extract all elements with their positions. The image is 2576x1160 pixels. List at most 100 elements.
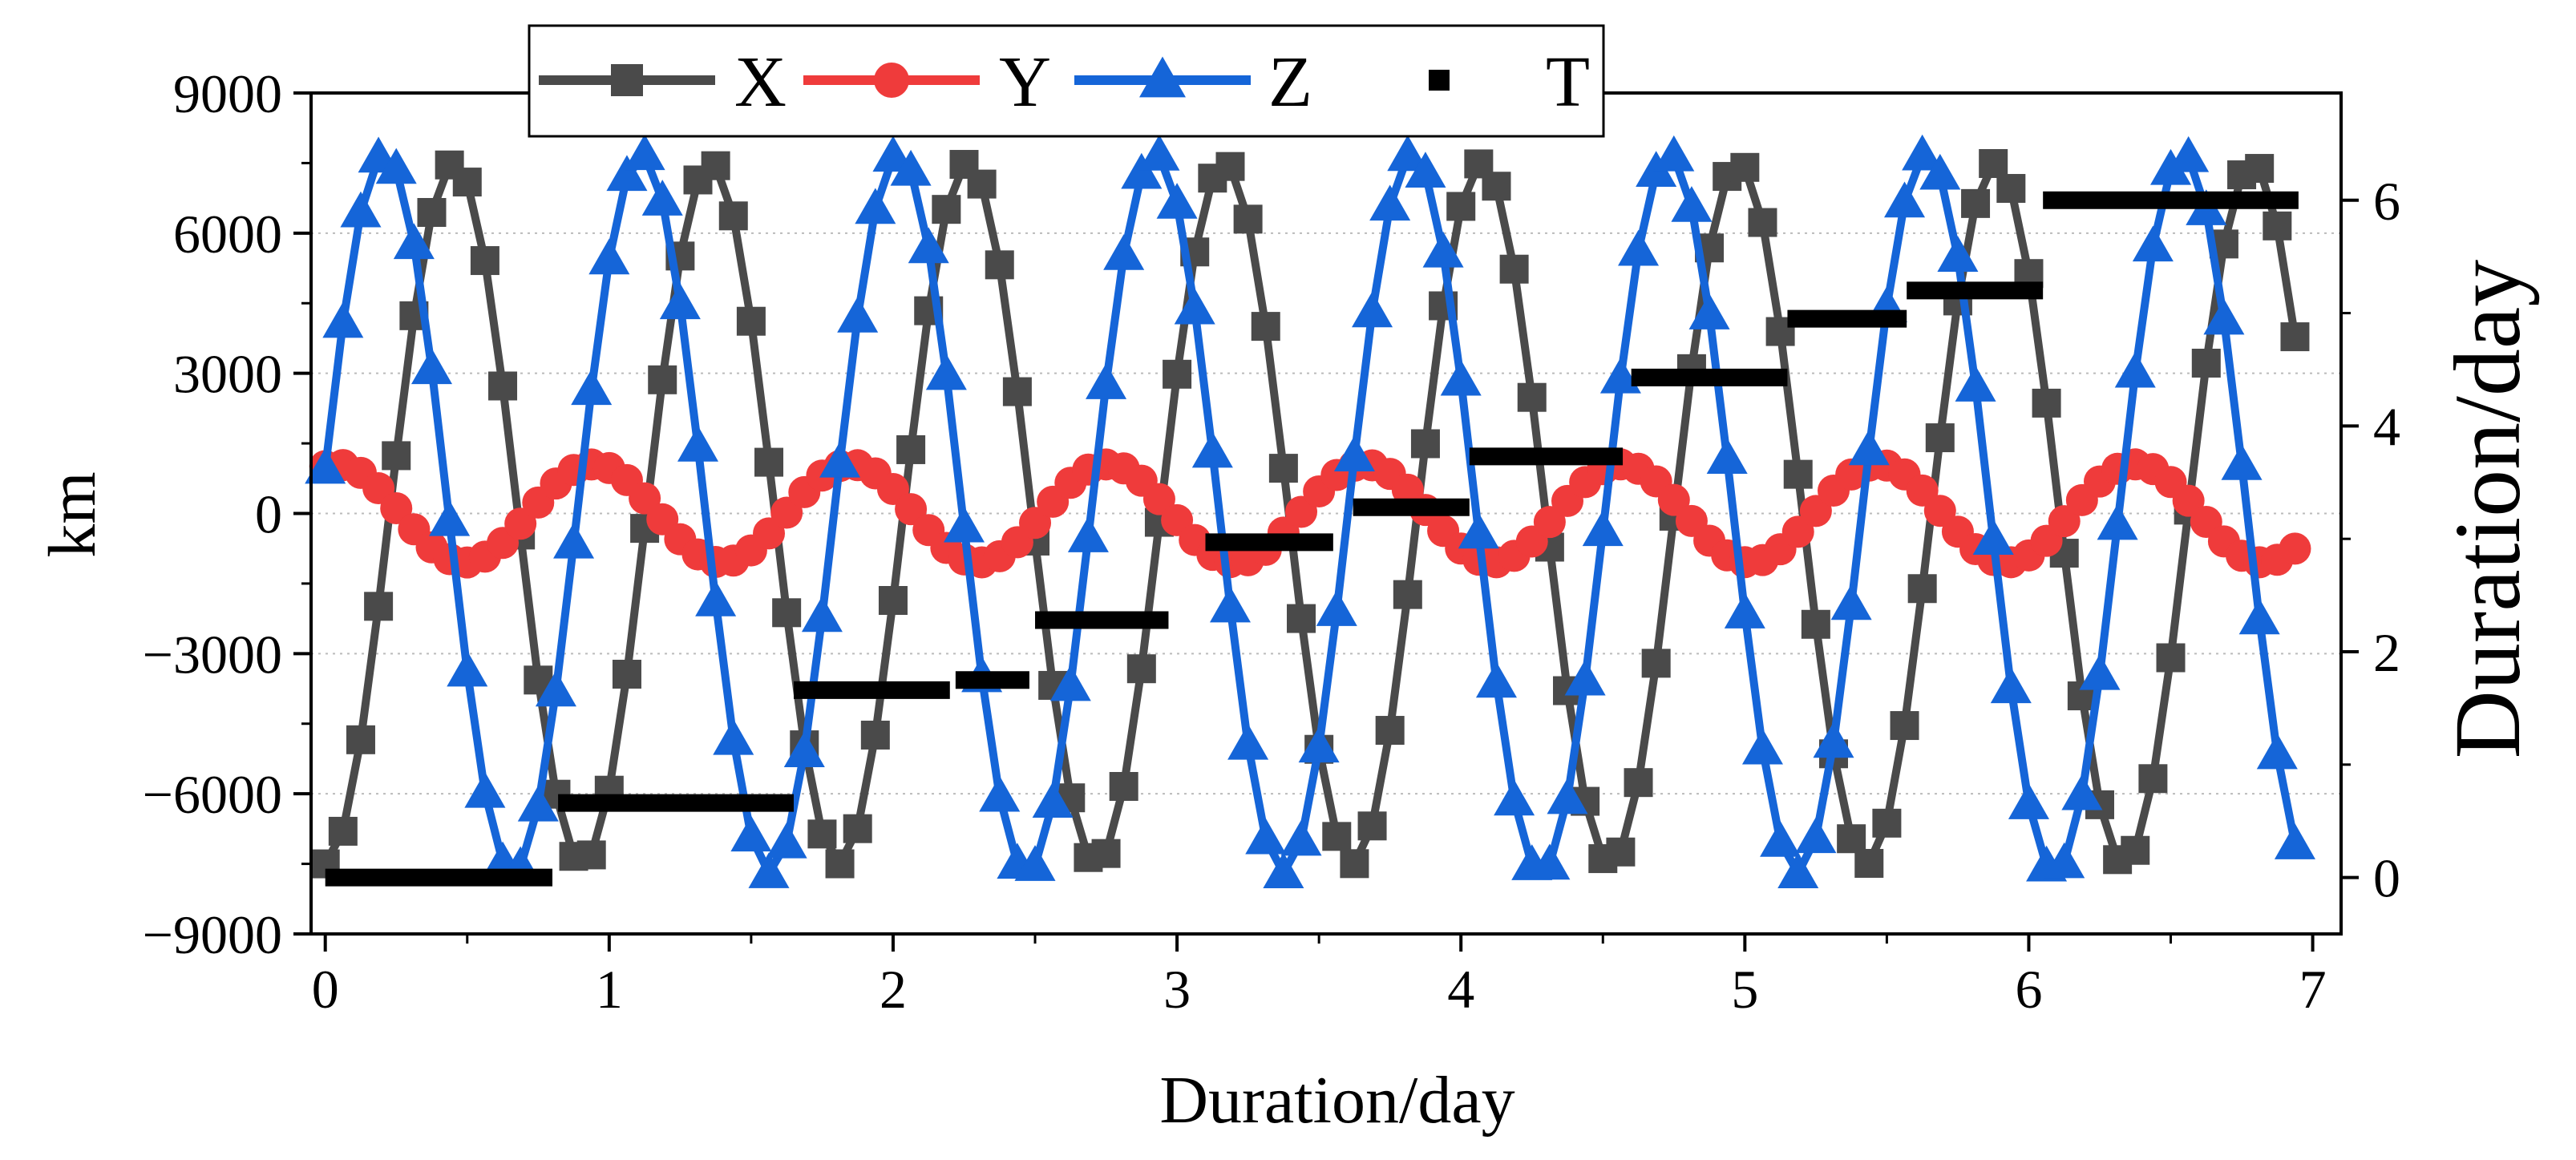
series-Z-point [340,191,382,228]
series-Z-point [2238,598,2280,635]
series-Z-point [1760,821,1802,857]
series-X-point [1801,609,1830,639]
legend-marker [1139,56,1186,98]
series-Z-point [1653,135,1695,172]
series-Z-point [1830,584,1872,620]
series-X [310,148,2310,879]
series-X-point [1091,839,1121,868]
series-Z-point [1919,153,1961,190]
series-X-point [470,246,499,276]
y-tick-label: −3000 [143,624,282,685]
series-X-point [1996,174,2026,204]
series-Z-point [305,447,346,484]
series-Z-point [1777,852,1819,889]
series-X-point [1499,254,1529,284]
series-X-point [1109,771,1138,801]
series-Z-point [588,238,630,275]
series-X-point [985,250,1014,280]
series-X-point [896,434,926,464]
series-X-point [718,201,748,231]
series-Z-point [783,731,825,768]
series-Z-point [553,522,595,559]
series-Z-point [1884,181,1926,218]
series-Z-point [2150,148,2192,185]
series-Z-point [1529,843,1571,880]
x-tick-label: 4 [1447,959,1474,1020]
series-X-point [2156,643,2186,673]
series-Z-point [1848,429,1890,466]
series-Z-point [1369,184,1411,221]
series-Z-point [2256,733,2298,770]
series-X-point [648,365,677,394]
x-tick-label: 1 [596,959,623,1020]
series-X-point [1961,188,1991,218]
series-X-point [754,447,784,477]
legend-item-T: T [1429,42,1590,122]
series-Z-point [1209,586,1252,623]
series-X-point [1730,152,1760,182]
series-X-point [1624,768,1653,798]
series-Z-point [1475,661,1517,698]
series-Z-point [1067,516,1109,552]
series-Z-point [2079,653,2121,690]
series-Z-point [606,155,648,192]
series-X-point [328,816,358,846]
series-Z-point [801,596,843,633]
series-Z-point [1191,431,1233,468]
series-Z-point [571,369,613,406]
series-X-point [1872,808,1902,838]
legend-label: Z [1268,42,1312,122]
series-Z-point [2008,783,2049,819]
series-Z-point [1422,231,1464,268]
series-Z-point [1405,152,1446,188]
series-Z-point [837,297,879,333]
series-Y-point [2048,505,2081,538]
x-tick-label: 6 [2015,959,2042,1020]
series-Z-point [2168,135,2210,172]
series-Z-point [624,134,665,171]
series-X-point [807,819,837,849]
y-tick-label: 9000 [173,63,282,124]
series-Z-point [2044,842,2085,879]
series-X-point [2032,388,2061,418]
y2-tick-label: 2 [2373,622,2400,683]
legend-marker [874,63,909,98]
series-Z-point [1387,135,1429,172]
series-Y-point [2172,484,2205,517]
series-Z-point [535,670,576,707]
series-Z-point [447,650,488,687]
series-Z-point [2203,298,2245,335]
series-Z-point [1245,818,1287,855]
series-Z-point [1156,183,1198,219]
series-Z-point [1121,152,1163,189]
series-X-point [1517,382,1547,412]
series-Z-point [1706,438,1748,475]
series-Z-point [1352,291,1393,328]
series-T [325,191,2299,887]
series-Z-point [819,441,861,478]
series-Z-point [1458,512,1499,549]
series-X-point [2263,211,2292,240]
series-Z-point [1582,510,1624,547]
series-Z-point [1955,366,1996,402]
series-Z-point [1263,852,1304,889]
series-Z-point [2132,225,2174,262]
series-X-point [2280,322,2310,352]
series-X-point [1002,377,1032,406]
series-Y-point [2279,532,2311,565]
axes: 0 1 2 3 4 5 6 7 −9000 −6000 −3000 0 3000 6000 9000 0 2 4 6 [143,63,2400,1020]
y-tick-label: −6000 [143,764,282,825]
series-X-point [2138,764,2168,794]
series-Z-point [1618,229,1660,266]
series-Z-point [1086,363,1127,399]
series-Z-point [890,149,932,186]
series-Z-point [2097,503,2138,540]
series-Z-point [410,348,453,385]
series-X-point [346,725,375,754]
series-X-point [772,598,802,628]
x-axis-title: Duration/day [1159,1063,1514,1138]
legend-item-Y: Y [803,42,1051,122]
series-Z-point [908,227,949,264]
series-X-point [1890,711,1919,741]
